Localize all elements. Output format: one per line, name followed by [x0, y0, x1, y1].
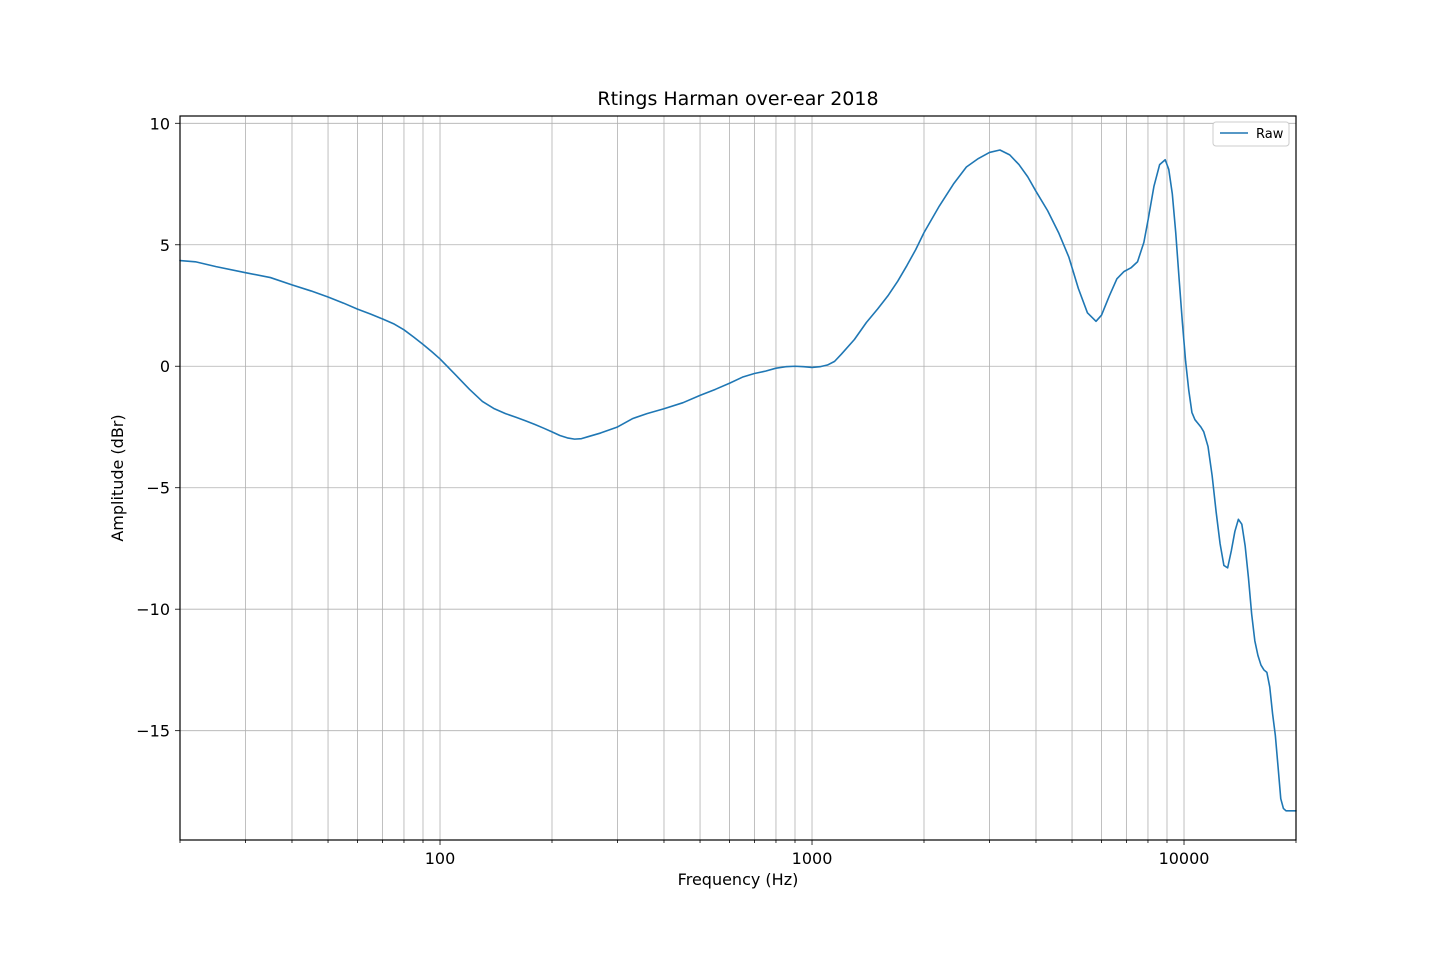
y-tick-label: 5: [160, 236, 170, 255]
x-tick-label: 100: [425, 849, 456, 868]
legend: Raw: [1212, 121, 1290, 147]
legend-label-raw: Raw: [1256, 127, 1284, 142]
y-tick-label: −5: [146, 479, 170, 498]
legend-box: [1212, 121, 1290, 147]
x-axis-label: Frequency (Hz): [678, 870, 799, 889]
x-axis-ticks: 100 1000 10000: [179, 840, 1297, 868]
axes-frame: [179, 115, 1297, 841]
chart-title: Rtings Harman over-ear 2018: [597, 88, 878, 110]
y-axis-label: Amplitude (dBr): [108, 414, 127, 541]
y-tick-label: 0: [160, 357, 170, 376]
major-gridlines: [180, 116, 1296, 840]
minor-gridlines: [179, 116, 1297, 840]
y-tick-label: −10: [136, 600, 170, 619]
series-layer: [179, 149, 1297, 812]
x-tick-label: 1000: [792, 849, 833, 868]
y-tick-label: 10: [150, 114, 170, 133]
y-tick-label: −15: [136, 722, 170, 741]
series-line-raw: [179, 149, 1297, 812]
plot-area: [180, 116, 1296, 840]
y-axis-ticks: 10 5 0 −5 −10 −15: [136, 114, 180, 741]
x-tick-label: 10000: [1159, 849, 1210, 868]
